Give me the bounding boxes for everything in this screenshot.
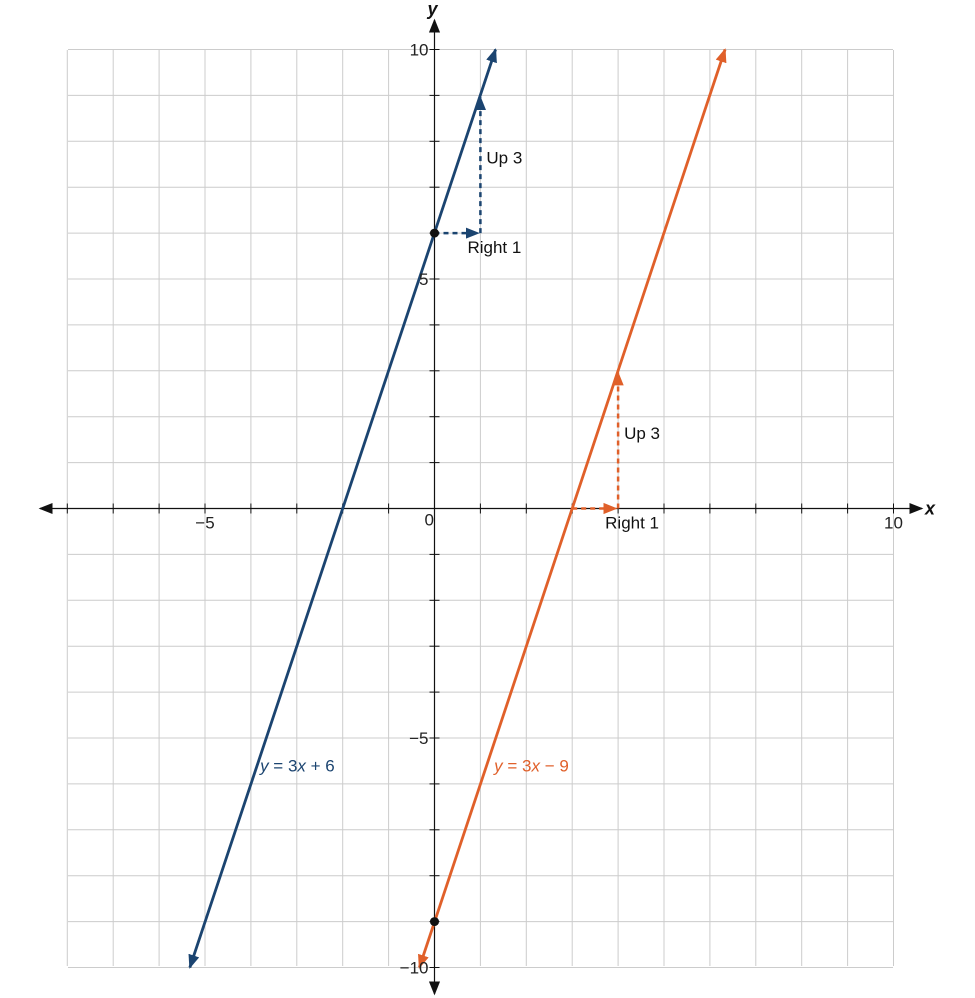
slope-rise-label: Up 3 [624,424,660,443]
series-orange: Right 1 Up 3 y = 3x − 9 [418,48,727,969]
x-axis-label: x [924,499,936,519]
y-tick-label: 10 [410,41,429,60]
eq-rest: = 3 [503,757,532,776]
equation-label-orange: y = 3x − 9 [493,757,569,776]
origin-label: 0 [425,511,434,530]
labels-layer: x y 0 −5 10 10 5 −5 −10 [195,0,936,978]
eq-x: x [296,757,306,776]
eq-y: y [259,757,270,776]
y-tick-label: 5 [419,270,428,289]
eq-suffix: − 9 [540,757,569,776]
equation-label-blue: y = 3x + 6 [259,757,335,776]
slope-run-label: Right 1 [467,238,521,257]
x-tick-label: 10 [884,514,903,533]
y-tick-label: −10 [400,959,429,978]
eq-suffix: + 6 [306,757,335,776]
y-axis-label: y [427,0,439,19]
y-tick-label: −5 [409,729,428,748]
series-point [430,228,439,238]
slope-rise-label: Up 3 [486,148,522,167]
eq-y: y [493,757,504,776]
series-point [430,917,439,927]
eq-x: x [531,757,541,776]
slope-run-label: Right 1 [605,514,659,533]
eq-rest: = 3 [269,757,298,776]
x-tick-label: −5 [195,514,214,533]
